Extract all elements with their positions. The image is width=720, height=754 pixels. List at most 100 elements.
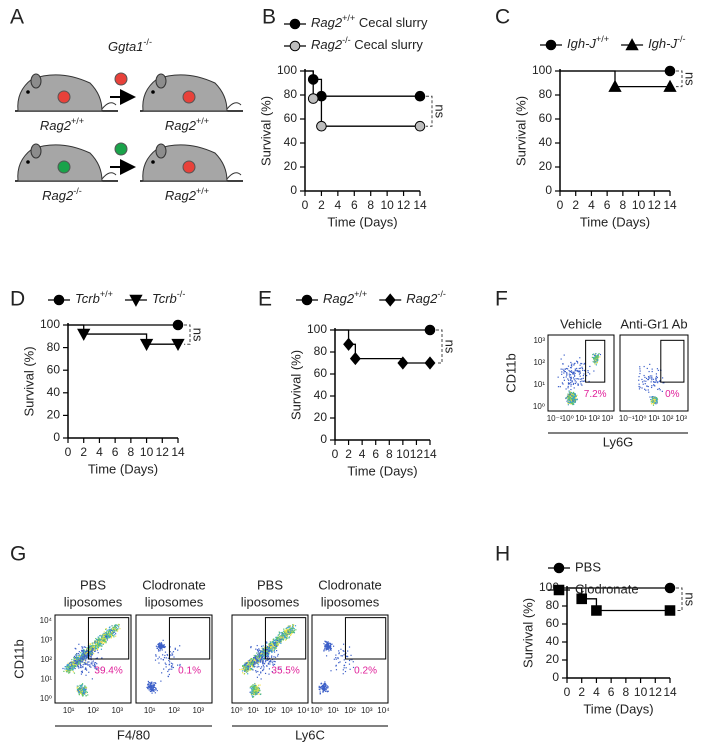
event-dot bbox=[343, 667, 345, 669]
event-dot bbox=[84, 659, 86, 661]
event-dot bbox=[571, 363, 573, 365]
event-dot bbox=[652, 396, 654, 398]
event-dot bbox=[70, 661, 72, 663]
event-dot bbox=[88, 657, 90, 659]
event-dot bbox=[567, 387, 569, 389]
x-tick-label: 10¹ bbox=[247, 706, 259, 715]
event-dot bbox=[567, 395, 569, 397]
event-dot bbox=[148, 682, 150, 684]
x-tick-label: 10³ bbox=[112, 706, 124, 715]
event-dot bbox=[283, 631, 286, 633]
plot-title: Clodronate bbox=[318, 577, 382, 592]
event-dot bbox=[64, 666, 67, 668]
event-dot bbox=[260, 672, 262, 674]
event-dot bbox=[652, 401, 654, 403]
event-dot bbox=[86, 651, 88, 654]
event-dot bbox=[96, 648, 99, 650]
event-dot bbox=[574, 393, 576, 395]
event-dot bbox=[254, 656, 257, 658]
event-dot bbox=[569, 398, 571, 401]
event-dot bbox=[254, 689, 256, 691]
event-dot bbox=[639, 372, 641, 375]
event-dot bbox=[657, 388, 659, 391]
event-dot bbox=[269, 642, 272, 645]
event-dot bbox=[570, 377, 572, 379]
event-dot bbox=[285, 634, 287, 636]
event-dot bbox=[99, 643, 101, 645]
event-dot bbox=[321, 685, 323, 687]
event-dot bbox=[568, 391, 570, 393]
y-tick-label: 80 bbox=[314, 344, 328, 358]
event-dot bbox=[569, 392, 571, 395]
event-dot bbox=[278, 633, 280, 635]
event-dot bbox=[565, 397, 567, 399]
event-dot bbox=[272, 641, 275, 643]
event-dot bbox=[265, 660, 267, 662]
event-dot bbox=[330, 647, 332, 649]
event-dot bbox=[69, 667, 72, 669]
event-dot bbox=[153, 690, 155, 693]
event-dot bbox=[156, 647, 158, 649]
x-tick-label: 10⁰ bbox=[634, 414, 646, 423]
event-dot bbox=[164, 646, 166, 648]
event-dot bbox=[596, 359, 599, 362]
event-dot bbox=[160, 680, 162, 682]
x-tick-label: 6 bbox=[608, 685, 615, 699]
y-tick-label: 100 bbox=[277, 63, 297, 77]
event-dot bbox=[641, 387, 643, 389]
event-dot bbox=[73, 655, 76, 658]
event-dot bbox=[268, 646, 270, 648]
event-dot bbox=[573, 398, 575, 400]
event-dot bbox=[88, 651, 90, 653]
event-dot bbox=[292, 628, 294, 630]
event-dot bbox=[570, 388, 572, 391]
event-dot bbox=[255, 689, 257, 692]
event-dot bbox=[325, 688, 327, 690]
event-dot bbox=[653, 401, 655, 404]
event-dot bbox=[573, 387, 575, 389]
event-dot bbox=[148, 689, 150, 691]
event-dot bbox=[174, 647, 176, 649]
event-dot bbox=[566, 396, 568, 399]
event-dot bbox=[101, 638, 103, 640]
event-dot bbox=[89, 653, 92, 655]
event-dot bbox=[322, 688, 324, 690]
event-dot bbox=[284, 632, 286, 634]
event-dot bbox=[656, 397, 658, 399]
event-dot bbox=[570, 392, 572, 394]
event-dot bbox=[111, 635, 113, 637]
event-dot bbox=[345, 667, 347, 669]
y-tick-label: 10⁴ bbox=[40, 616, 53, 625]
event-dot bbox=[567, 397, 570, 399]
event-dot bbox=[108, 633, 111, 635]
event-dot bbox=[79, 662, 81, 664]
marker bbox=[664, 65, 676, 77]
event-dot bbox=[324, 685, 326, 687]
event-dot bbox=[284, 629, 286, 631]
event-dot bbox=[324, 640, 326, 642]
event-dot bbox=[155, 645, 158, 647]
event-dot bbox=[245, 662, 247, 665]
event-dot bbox=[655, 379, 657, 381]
event-dot bbox=[90, 656, 92, 658]
event-dot bbox=[85, 687, 88, 689]
panel-label: A bbox=[10, 6, 24, 29]
y-axis-label: Survival (%) bbox=[258, 96, 273, 166]
event-dot bbox=[274, 639, 276, 642]
event-dot bbox=[653, 402, 656, 405]
event-dot bbox=[171, 654, 174, 656]
event-dot bbox=[663, 382, 665, 384]
event-dot bbox=[250, 663, 252, 666]
event-dot bbox=[115, 630, 117, 632]
event-dot bbox=[273, 660, 275, 662]
event-dot bbox=[147, 687, 149, 689]
event-dot bbox=[74, 659, 76, 661]
event-dot bbox=[266, 641, 268, 643]
event-dot bbox=[246, 670, 248, 672]
event-dot bbox=[574, 370, 576, 372]
event-dot bbox=[329, 644, 332, 647]
event-dot bbox=[258, 661, 260, 663]
event-dot bbox=[565, 376, 567, 378]
event-dot bbox=[567, 399, 569, 401]
